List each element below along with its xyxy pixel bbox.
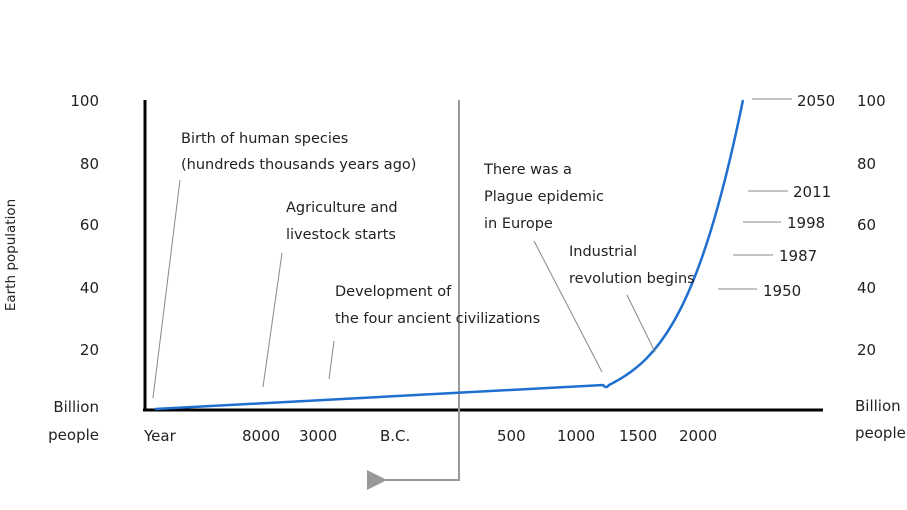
year-marker-label: 1998 xyxy=(787,214,825,232)
left-y-ticks: 100 80 60 40 20 xyxy=(70,92,99,359)
y-tick-label: 60 xyxy=(857,216,876,234)
x-tick-label: Year xyxy=(143,427,177,445)
annotation-plague: There was a Plague epidemic in Europe xyxy=(483,162,604,373)
unit-label-right-line1: Billion xyxy=(855,397,901,415)
annotation-text: There was a xyxy=(483,162,572,178)
x-tick-label: 3000 xyxy=(299,427,337,445)
population-line xyxy=(154,99,745,411)
annotation-text: (hundreds thousands years ago) xyxy=(181,157,416,173)
y-tick-label: 80 xyxy=(80,155,99,173)
right-y-ticks: 100 80 60 40 20 xyxy=(857,92,886,359)
annotation-text: Agriculture and xyxy=(286,200,398,216)
x-tick-label: 1500 xyxy=(619,427,657,445)
x-tick-label: 8000 xyxy=(242,427,280,445)
y-tick-label: 40 xyxy=(857,279,876,297)
annotation-leader-line xyxy=(533,240,603,373)
unit-label-left-line2: people xyxy=(48,426,99,444)
unit-label-left-line1: Billion xyxy=(53,398,99,416)
annotation-leader-line xyxy=(626,294,656,353)
bc-divider-line xyxy=(367,100,460,490)
x-tick-label: 500 xyxy=(497,427,526,445)
y-tick-label: 100 xyxy=(857,92,886,110)
year-markers: 2050 2011 1998 1987 1950 xyxy=(718,92,835,300)
annotation-human-species: Birth of human species (hundreds thousan… xyxy=(152,131,416,399)
x-tick-label: B.C. xyxy=(380,427,410,445)
annotation-agriculture: Agriculture and livestock starts xyxy=(262,200,398,388)
y-tick-label: 60 xyxy=(80,216,99,234)
y-axis-title: Earth population xyxy=(3,199,19,311)
annotation-text: Birth of human species xyxy=(181,131,348,147)
annotation-text: livestock starts xyxy=(286,227,396,243)
annotation-text: the four ancient civilizations xyxy=(335,311,540,327)
y-tick-label: 100 xyxy=(70,92,99,110)
x-ticks: Year 8000 3000 B.C. 500 1000 1500 2000 xyxy=(143,427,717,445)
unit-label-right-line2: people xyxy=(855,424,906,442)
year-marker-label: 2050 xyxy=(797,92,835,110)
y-tick-label: 20 xyxy=(80,341,99,359)
annotation-text: Development of xyxy=(335,284,452,300)
annotation-industrial-revolution: Industrial revolution begins xyxy=(569,244,695,353)
annotation-leader-line xyxy=(262,252,283,388)
y-tick-label: 40 xyxy=(80,279,99,297)
x-tick-label: 1000 xyxy=(557,427,595,445)
y-tick-label: 80 xyxy=(857,155,876,173)
annotation-leader-line xyxy=(328,340,335,380)
year-marker-label: 1987 xyxy=(779,247,817,265)
annotation-text: in Europe xyxy=(484,216,553,232)
year-marker-label: 1950 xyxy=(763,282,801,300)
y-tick-label: 20 xyxy=(857,341,876,359)
x-tick-label: 2000 xyxy=(679,427,717,445)
annotation-text: revolution begins xyxy=(569,271,695,287)
annotation-ancient-civilizations: Development of the four ancient civiliza… xyxy=(328,284,540,380)
annotation-text: Plague epidemic xyxy=(484,189,604,205)
annotation-text: Industrial xyxy=(569,244,637,260)
year-marker-label: 2011 xyxy=(793,183,831,201)
annotation-leader-line xyxy=(152,179,181,399)
